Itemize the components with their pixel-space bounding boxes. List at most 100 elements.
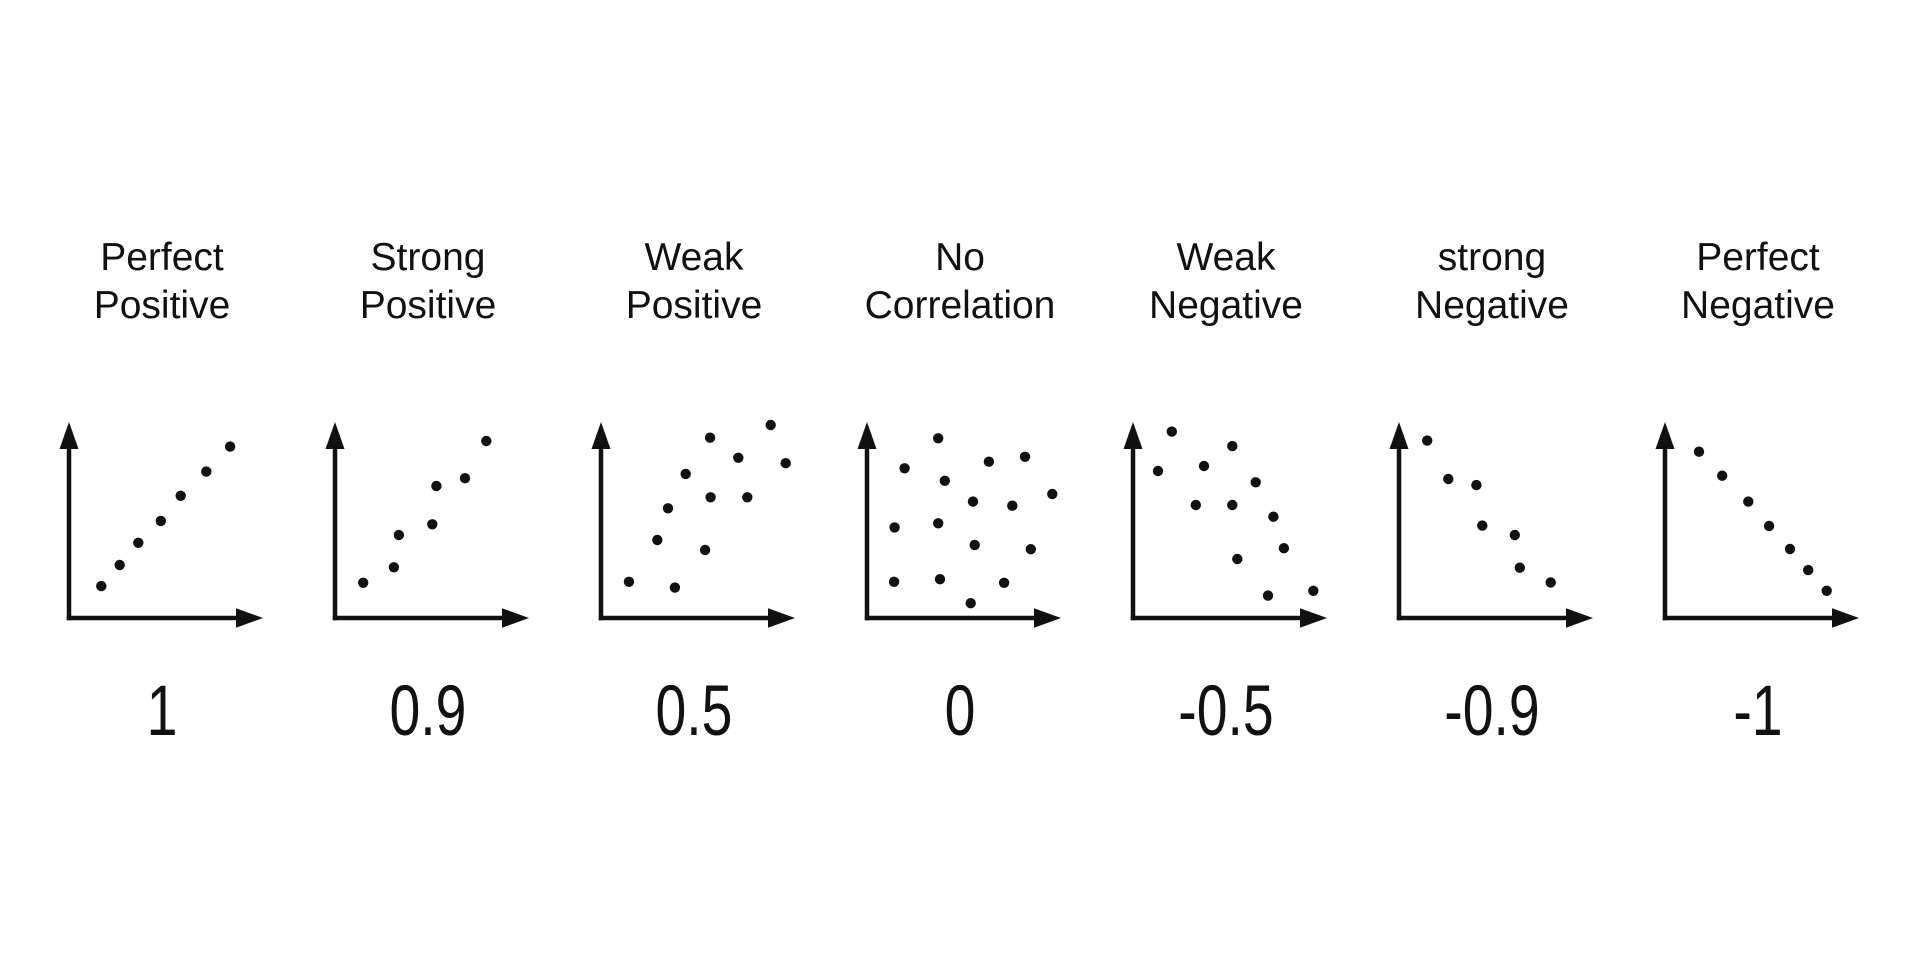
- scatter-dot: [969, 539, 980, 551]
- scatter-plot: [591, 419, 795, 628]
- panel-no-correlation: No Correlation 0: [827, 0, 1093, 972]
- scatter-points: [1152, 426, 1319, 601]
- scatter-dot: [114, 559, 125, 571]
- panel-label-line2: Negative: [1415, 284, 1569, 327]
- scatter-dot: [1250, 477, 1261, 488]
- y-axis-arrowhead-icon: [591, 422, 611, 449]
- correlation-value: 0.9: [389, 672, 467, 751]
- scatter-dot: [889, 522, 900, 533]
- scatter-dot: [1743, 496, 1754, 507]
- scatter-dot: [1278, 543, 1290, 554]
- scatter-dot: [1763, 520, 1775, 532]
- panel-label-line1: Weak: [1176, 236, 1276, 279]
- panel-label-line2: Correlation: [864, 284, 1056, 327]
- x-axis-arrowhead-icon: [1300, 608, 1327, 628]
- scatter-dot: [1268, 511, 1279, 522]
- scatter-dot: [1232, 553, 1243, 565]
- scatter-plot: [59, 422, 263, 628]
- scatter-dot: [393, 529, 405, 541]
- scatter-dot: [155, 515, 166, 527]
- panel-perfect-positive: Perfect Positive 1: [29, 0, 295, 972]
- scatter-dot: [662, 503, 674, 514]
- panel-label: No Correlation: [827, 234, 1093, 330]
- scatter-dot: [431, 480, 442, 492]
- scatter-plot: [1655, 422, 1859, 628]
- correlation-value: -0.5: [1178, 672, 1274, 751]
- scatter-dot: [1477, 520, 1488, 531]
- panel-label-line1: strong: [1437, 236, 1547, 279]
- scatter-dot: [933, 433, 944, 444]
- scatter-points: [358, 435, 492, 588]
- scatter-dot: [201, 466, 212, 477]
- scatter-dot: [1784, 543, 1796, 555]
- scatter-dot: [1190, 499, 1201, 511]
- y-axis-arrowhead-icon: [1389, 422, 1409, 449]
- scatter-dot: [733, 452, 744, 463]
- y-axis-arrowhead-icon: [1655, 422, 1675, 449]
- panel-label-line2: Positive: [93, 284, 231, 327]
- scatter-dot: [742, 492, 753, 503]
- scatter-dot: [899, 463, 910, 474]
- scatter-dot: [1509, 529, 1520, 541]
- scatter-dot: [96, 580, 107, 592]
- scatter-dot: [1471, 479, 1482, 491]
- scatter-plot: [857, 422, 1061, 628]
- scatter-dot: [1198, 460, 1210, 472]
- scatter-dot: [1007, 500, 1018, 511]
- scatter-dot: [623, 576, 635, 587]
- scatter-dot: [705, 492, 716, 503]
- scatter-dot: [1019, 451, 1031, 462]
- panel-label-line2: Positive: [625, 284, 763, 327]
- panel-label-line1: Perfect: [1696, 236, 1820, 279]
- scatter-dot: [1422, 435, 1433, 446]
- scatter-dot: [481, 435, 492, 447]
- panel-label: Weak Negative: [1093, 234, 1359, 330]
- panel-label: Perfect Positive: [29, 234, 295, 330]
- scatter-dot: [888, 576, 900, 587]
- scatter-dot: [699, 544, 711, 556]
- scatter-dot: [780, 458, 791, 469]
- x-axis-arrowhead-icon: [1034, 608, 1061, 628]
- scatter-dot: [934, 574, 946, 585]
- scatter-dot: [1803, 564, 1814, 576]
- panel-strong-negative: strong Negative -0.9: [1359, 0, 1625, 972]
- scatter-plot: [325, 422, 529, 628]
- panel-label: Perfect Negative: [1625, 234, 1891, 330]
- panel-perfect-negative: Perfect Negative -1: [1625, 0, 1891, 972]
- panel-label-line2: Negative: [1681, 284, 1835, 327]
- panel-label-line1: Weak: [644, 236, 744, 279]
- x-axis-arrowhead-icon: [768, 608, 795, 628]
- panel-weak-negative: Weak Negative -0.5: [1093, 0, 1359, 972]
- correlation-value: -1: [1733, 672, 1783, 751]
- y-axis-arrowhead-icon: [857, 422, 877, 449]
- correlation-value: 0.5: [655, 672, 733, 751]
- scatter-dot: [669, 582, 681, 593]
- y-axis-arrowhead-icon: [59, 422, 79, 449]
- panel-label: Strong Positive: [295, 234, 561, 330]
- y-axis-arrowhead-icon: [1123, 422, 1143, 449]
- panel-label: strong Negative: [1359, 234, 1625, 330]
- correlation-value: 0: [944, 672, 976, 751]
- scatter-plot: [1123, 422, 1327, 628]
- scatter-dot: [680, 468, 691, 480]
- scatter-dot: [967, 496, 979, 507]
- scatter-dot: [1047, 488, 1058, 500]
- scatter-plot: [1389, 422, 1593, 628]
- scatter-dot: [388, 562, 400, 573]
- panel-label-line2: Negative: [1149, 284, 1303, 327]
- panel-label-line2: Positive: [359, 284, 497, 327]
- x-axis-arrowhead-icon: [1832, 608, 1859, 628]
- scatter-dot: [1227, 440, 1238, 452]
- scatter-dot: [1443, 473, 1454, 485]
- scatter-dot: [704, 432, 716, 443]
- panel-strong-positive: Strong Positive 0.9: [295, 0, 561, 972]
- scatter-dot: [983, 456, 995, 467]
- x-axis-arrowhead-icon: [502, 608, 529, 628]
- scatter-points: [96, 441, 236, 592]
- scatter-dot: [1227, 499, 1238, 511]
- y-axis-arrowhead-icon: [325, 422, 345, 449]
- scatter-dot: [933, 518, 944, 529]
- scatter-dot: [1545, 577, 1556, 588]
- panel-label-line1: Perfect: [100, 236, 224, 279]
